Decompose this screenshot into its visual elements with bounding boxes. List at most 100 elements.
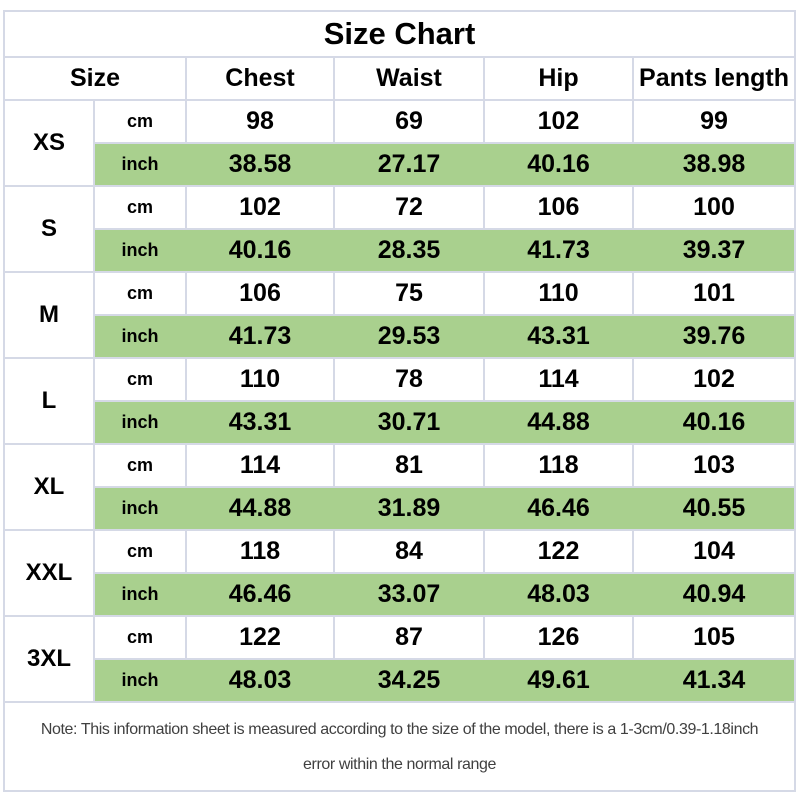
measurement-value-inch: 38.58 bbox=[185, 142, 335, 187]
size-label: M bbox=[3, 271, 95, 359]
measurement-value-cm: 122 bbox=[483, 529, 634, 574]
measurement-value-cm: 75 bbox=[333, 271, 485, 316]
measurement-value-cm: 126 bbox=[483, 615, 634, 660]
measurement-value-inch: 48.03 bbox=[185, 658, 335, 703]
col-header-pants-length: Pants length bbox=[631, 56, 797, 101]
size-chart-table: Size Chart Size Chest Waist Hip Pants le… bbox=[2, 10, 797, 792]
measurement-value-inch: 41.73 bbox=[185, 314, 335, 359]
measurement-value-inch: 49.61 bbox=[483, 658, 634, 703]
size-row-inch: inch 40.16 28.35 41.73 39.37 bbox=[4, 228, 797, 273]
col-header-hip: Hip bbox=[483, 56, 634, 101]
measurement-value-inch: 44.88 bbox=[483, 400, 634, 445]
measurement-value-cm: 114 bbox=[185, 443, 335, 488]
size-row-cm: 3XL cm 122 87 126 105 bbox=[3, 615, 797, 703]
unit-label-inch: inch bbox=[93, 400, 187, 445]
col-header-chest: Chest bbox=[185, 56, 335, 101]
unit-label-cm: cm bbox=[93, 615, 187, 660]
measurement-value-inch: 30.71 bbox=[333, 400, 485, 445]
unit-label-cm: cm bbox=[93, 443, 187, 488]
header-row: Size Chest Waist Hip Pants length bbox=[3, 56, 797, 101]
size-row-inch: inch 46.46 33.07 48.03 40.94 bbox=[4, 572, 797, 617]
measurement-value-inch: 40.16 bbox=[483, 142, 634, 187]
size-row-cm: XS cm 98 69 102 99 bbox=[3, 99, 797, 187]
measurement-value-inch: 43.31 bbox=[185, 400, 335, 445]
measurement-value-cm: 103 bbox=[631, 443, 797, 488]
measurement-value-cm: 87 bbox=[333, 615, 485, 660]
measurement-value-inch: 44.88 bbox=[185, 486, 335, 531]
measurement-value-cm: 118 bbox=[483, 443, 634, 488]
measurement-value-inch: 34.25 bbox=[333, 658, 485, 703]
measurement-value-inch: 39.76 bbox=[631, 314, 797, 359]
measurement-value-inch: 40.94 bbox=[631, 572, 797, 617]
unit-label-cm: cm bbox=[93, 99, 187, 144]
measurement-value-cm: 84 bbox=[333, 529, 485, 574]
size-label: XXL bbox=[3, 529, 95, 617]
measurement-value-inch: 41.73 bbox=[483, 228, 634, 273]
unit-label-inch: inch bbox=[93, 572, 187, 617]
size-label: S bbox=[3, 185, 95, 273]
unit-label-inch: inch bbox=[93, 228, 187, 273]
measurement-value-inch: 43.31 bbox=[483, 314, 634, 359]
measurement-value-cm: 122 bbox=[185, 615, 335, 660]
measurement-value-cm: 110 bbox=[185, 357, 335, 402]
measurement-value-inch: 46.46 bbox=[483, 486, 634, 531]
unit-label-inch: inch bbox=[93, 142, 187, 187]
measurement-value-cm: 102 bbox=[185, 185, 335, 230]
title-row: Size Chart bbox=[2, 10, 797, 58]
measurement-value-cm: 72 bbox=[333, 185, 485, 230]
measurement-value-cm: 106 bbox=[185, 271, 335, 316]
measurement-value-inch: 27.17 bbox=[333, 142, 485, 187]
size-row-inch: inch 43.31 30.71 44.88 40.16 bbox=[4, 400, 797, 445]
size-row-inch: inch 48.03 34.25 49.61 41.34 bbox=[4, 658, 797, 703]
measurement-value-inch: 33.07 bbox=[333, 572, 485, 617]
col-header-waist: Waist bbox=[333, 56, 485, 101]
col-header-size: Size bbox=[3, 56, 187, 101]
measurement-value-cm: 101 bbox=[631, 271, 797, 316]
measurement-value-cm: 78 bbox=[333, 357, 485, 402]
measurement-value-inch: 48.03 bbox=[483, 572, 634, 617]
unit-label-cm: cm bbox=[93, 357, 187, 402]
size-row-inch: inch 44.88 31.89 46.46 40.55 bbox=[4, 486, 797, 531]
measurement-value-inch: 46.46 bbox=[185, 572, 335, 617]
note-line-1: Note: This information sheet is measured… bbox=[40, 720, 759, 738]
measurement-value-cm: 81 bbox=[333, 443, 485, 488]
page-title: Size Chart bbox=[2, 10, 797, 58]
size-row-cm: XL cm 114 81 118 103 bbox=[3, 443, 797, 531]
measurement-value-cm: 102 bbox=[483, 99, 634, 144]
measurement-value-cm: 102 bbox=[631, 357, 797, 402]
measurement-value-cm: 110 bbox=[483, 271, 634, 316]
measurement-value-cm: 118 bbox=[185, 529, 335, 574]
measurement-value-cm: 105 bbox=[631, 615, 797, 660]
measurement-value-inch: 41.34 bbox=[631, 658, 797, 703]
measurement-value-inch: 31.89 bbox=[333, 486, 485, 531]
measurement-value-cm: 100 bbox=[631, 185, 797, 230]
size-row-inch: inch 38.58 27.17 40.16 38.98 bbox=[4, 142, 797, 187]
measurement-value-cm: 99 bbox=[631, 99, 797, 144]
size-label: L bbox=[3, 357, 95, 445]
measurement-value-cm: 69 bbox=[333, 99, 485, 144]
measurement-value-inch: 40.16 bbox=[185, 228, 335, 273]
measurement-value-cm: 114 bbox=[483, 357, 634, 402]
unit-label-cm: cm bbox=[93, 529, 187, 574]
measurement-value-inch: 28.35 bbox=[333, 228, 485, 273]
measurement-value-cm: 104 bbox=[631, 529, 797, 574]
note-row: Note: This information sheet is measured… bbox=[2, 701, 797, 792]
note-cell: Note: This information sheet is measured… bbox=[2, 701, 797, 792]
measurement-value-inch: 40.55 bbox=[631, 486, 797, 531]
unit-label-inch: inch bbox=[93, 314, 187, 359]
measurement-value-cm: 98 bbox=[185, 99, 335, 144]
measurement-value-inch: 38.98 bbox=[631, 142, 797, 187]
size-label: XL bbox=[3, 443, 95, 531]
unit-label-cm: cm bbox=[93, 271, 187, 316]
size-label: XS bbox=[3, 99, 95, 187]
unit-label-inch: inch bbox=[93, 658, 187, 703]
size-row-cm: XXL cm 118 84 122 104 bbox=[3, 529, 797, 617]
measurement-value-inch: 29.53 bbox=[333, 314, 485, 359]
measurement-value-inch: 39.37 bbox=[631, 228, 797, 273]
size-row-inch: inch 41.73 29.53 43.31 39.76 bbox=[4, 314, 797, 359]
size-label: 3XL bbox=[3, 615, 95, 703]
